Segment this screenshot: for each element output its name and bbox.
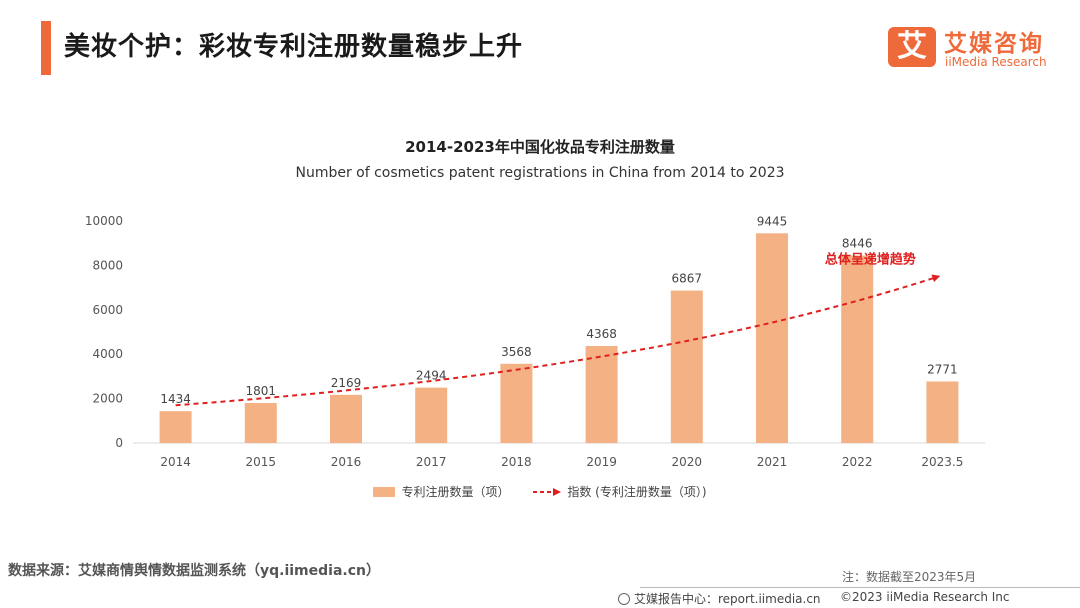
x-tick-label: 2022 bbox=[842, 455, 873, 469]
logo-mark-icon: 艾 bbox=[888, 27, 936, 67]
data-note: 注：数据截至2023年5月 bbox=[842, 570, 977, 584]
trend-line bbox=[175, 274, 941, 407]
x-tick-label: 2023.5 bbox=[921, 455, 963, 469]
bar bbox=[756, 233, 788, 443]
iimedia-logo: 艾 艾媒咨询 iiMedia Research bbox=[888, 24, 1068, 72]
bar bbox=[415, 387, 448, 443]
data-label: 6867 bbox=[672, 272, 703, 286]
y-tick-label: 0 bbox=[115, 436, 123, 450]
logo-en-text: iiMedia Research bbox=[945, 55, 1047, 69]
y-tick-label: 2000 bbox=[92, 392, 123, 406]
bar bbox=[500, 363, 533, 443]
x-tick-label: 2018 bbox=[501, 455, 532, 469]
x-tick-label: 2015 bbox=[246, 455, 277, 469]
footer-divider bbox=[640, 587, 1080, 588]
data-label: 2771 bbox=[927, 362, 958, 376]
y-tick-label: 4000 bbox=[92, 347, 123, 361]
bar bbox=[670, 290, 703, 443]
data-label: 4368 bbox=[586, 327, 617, 341]
x-tick-label: 2017 bbox=[416, 455, 447, 469]
data-label: 9445 bbox=[757, 214, 788, 228]
footer-copyright: ©2023 iiMedia Research Inc bbox=[840, 590, 1010, 604]
bar bbox=[585, 346, 618, 443]
bar bbox=[926, 381, 959, 443]
legend-bar-label: 专利注册数量（项） bbox=[401, 485, 510, 499]
chart-legend: 专利注册数量（项） 指数 (专利注册数量（项）) bbox=[0, 483, 1080, 500]
globe-icon bbox=[618, 593, 630, 605]
bar bbox=[841, 255, 874, 443]
legend-bar-swatch-icon bbox=[373, 486, 396, 497]
data-label: 3568 bbox=[501, 345, 532, 359]
legend-item-trend: 指数 (专利注册数量（项）) bbox=[533, 483, 707, 500]
x-tick-label: 2014 bbox=[160, 455, 191, 469]
footer-report-text: 艾媒报告中心：report.iimedia.cn bbox=[634, 592, 821, 606]
x-tick-label: 2021 bbox=[757, 455, 788, 469]
bar bbox=[244, 403, 277, 443]
title-accent-bar bbox=[41, 21, 51, 75]
legend-trend-label: 指数 (专利注册数量（项）) bbox=[567, 485, 707, 499]
legend-trend-arrow-icon bbox=[533, 487, 562, 496]
chart-subtitle: Number of cosmetics patent registrations… bbox=[295, 165, 785, 181]
bar bbox=[330, 394, 362, 443]
data-label: 8446 bbox=[842, 236, 873, 250]
x-tick-label: 2019 bbox=[586, 455, 617, 469]
trend-annotation: 总体呈递增趋势 bbox=[825, 252, 916, 268]
data-source: 数据来源：艾媒商情舆情数据监测系统（yq.iimedia.cn） bbox=[8, 563, 380, 579]
x-tick-label: 2020 bbox=[672, 455, 703, 469]
chart-title: 2014-2023年中国化妆品专利注册数量 bbox=[405, 138, 675, 156]
y-tick-label: 8000 bbox=[92, 258, 123, 272]
y-tick-label: 10000 bbox=[85, 214, 123, 228]
data-label: 1801 bbox=[246, 384, 277, 398]
data-label: 1434 bbox=[160, 392, 191, 406]
footer-report-center: 艾媒报告中心：report.iimedia.cn bbox=[618, 590, 821, 607]
legend-item-bars: 专利注册数量（项） bbox=[373, 483, 510, 500]
bar bbox=[159, 411, 192, 443]
y-tick-label: 6000 bbox=[92, 303, 123, 317]
page-title: 美妆个护：彩妆专利注册数量稳步上升 bbox=[64, 32, 524, 62]
logo-cn-text: 艾媒咨询 bbox=[944, 31, 1044, 57]
data-label: 2169 bbox=[331, 376, 362, 390]
x-tick-label: 2016 bbox=[331, 455, 362, 469]
